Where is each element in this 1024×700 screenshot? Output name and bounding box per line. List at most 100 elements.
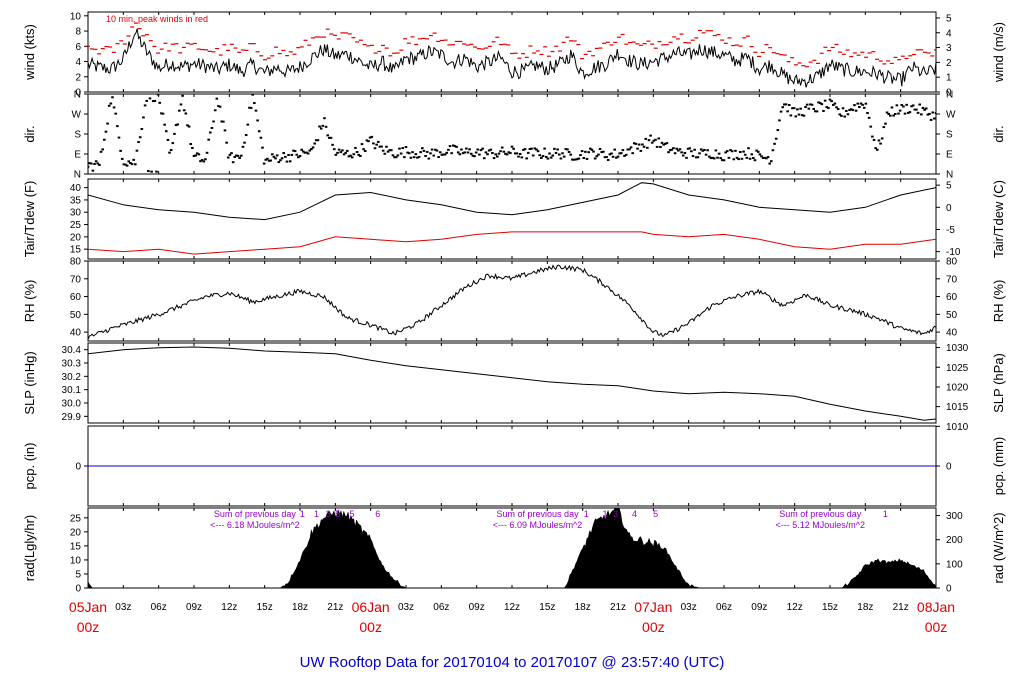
- direction-mark: [406, 151, 409, 154]
- direction-mark: [479, 149, 483, 152]
- direction-mark: [605, 156, 608, 159]
- direction-mark: [205, 151, 209, 154]
- direction-mark: [396, 154, 400, 157]
- direction-mark: [223, 129, 227, 132]
- direction-mark: [701, 149, 705, 152]
- direction-mark: [168, 151, 171, 154]
- left-tick-label: 25: [70, 220, 82, 231]
- direction-mark: [298, 154, 302, 157]
- direction-mark: [114, 112, 118, 115]
- right-tick-label: 80: [946, 257, 958, 268]
- direction-mark: [277, 161, 281, 164]
- direction-mark: [494, 153, 497, 156]
- direction-mark: [804, 105, 807, 108]
- x-hour-label: 06z: [151, 602, 167, 613]
- direction-mark: [192, 154, 196, 157]
- direction-mark: [704, 153, 708, 156]
- left-tick-label: N: [74, 90, 81, 101]
- direction-mark: [463, 151, 467, 154]
- direction-mark: [391, 154, 395, 157]
- direction-mark: [486, 153, 489, 156]
- direction-mark: [228, 153, 232, 156]
- direction-mark: [831, 103, 835, 106]
- direction-mark: [760, 155, 763, 158]
- direction-mark: [226, 156, 230, 159]
- direction-mark: [616, 155, 620, 158]
- direction-mark: [722, 159, 726, 162]
- direction-mark: [342, 153, 346, 156]
- direction-mark: [301, 150, 305, 153]
- direction-mark: [429, 152, 432, 155]
- direction-mark: [920, 113, 923, 116]
- direction-mark: [730, 150, 734, 153]
- direction-mark: [882, 126, 886, 129]
- right-tick-label: 1030: [946, 343, 969, 354]
- direction-mark: [582, 157, 586, 160]
- panel-plot: [88, 264, 936, 340]
- panel-slp: 29.9 30.0 30.1 30.2 30.3 30.4 1010 1015 1020 1025…: [22, 342, 1006, 433]
- left-tick-label: 80: [70, 257, 82, 268]
- direction-mark: [691, 155, 695, 158]
- direction-mark: [528, 148, 532, 151]
- direction-mark: [807, 107, 811, 110]
- direction-mark: [244, 134, 248, 137]
- direction-mark: [799, 107, 802, 110]
- direction-mark: [572, 158, 576, 161]
- direction-mark: [257, 130, 261, 133]
- direction-mark: [647, 139, 651, 142]
- direction-mark: [401, 147, 405, 150]
- direction-mark: [875, 148, 879, 151]
- direction-mark: [288, 160, 292, 163]
- right-tick-label: 5: [946, 13, 952, 24]
- direction-mark: [750, 153, 754, 156]
- direction-mark: [592, 150, 595, 153]
- direction-mark: [122, 163, 126, 166]
- right-tick-label: 1020: [946, 383, 969, 394]
- series-direction: [88, 94, 936, 173]
- direction-mark: [853, 104, 856, 107]
- left-tick-label: 2: [75, 72, 81, 83]
- direction-mark: [778, 119, 781, 122]
- direction-mark: [316, 139, 320, 142]
- direction-mark: [879, 142, 882, 145]
- direction-mark: [179, 103, 183, 106]
- direction-mark: [171, 142, 175, 145]
- direction-mark: [295, 153, 299, 156]
- left-tick-label: 25: [70, 513, 82, 524]
- direction-mark: [610, 152, 613, 155]
- direction-mark: [339, 151, 343, 154]
- direction-mark: [381, 149, 385, 152]
- direction-mark: [370, 135, 374, 138]
- direction-mark: [897, 112, 900, 115]
- direction-mark: [864, 102, 868, 105]
- direction-mark: [880, 137, 884, 140]
- right-tick-label: 70: [946, 274, 958, 285]
- direction-mark: [618, 152, 621, 155]
- direction-mark: [822, 109, 825, 112]
- direction-mark: [918, 103, 921, 106]
- direction-mark: [215, 97, 219, 100]
- direction-mark: [460, 148, 463, 151]
- direction-mark: [584, 150, 587, 153]
- x-hour-label: 21z: [327, 602, 343, 613]
- direction-mark: [416, 156, 419, 159]
- direction-mark: [266, 157, 269, 160]
- direction-mark: [650, 141, 654, 144]
- direction-mark: [362, 148, 365, 151]
- direction-mark: [306, 152, 310, 155]
- direction-mark: [924, 107, 928, 110]
- direction-mark: [220, 120, 224, 123]
- direction-mark: [540, 156, 543, 159]
- direction-mark: [248, 106, 251, 109]
- direction-mark: [204, 158, 207, 161]
- direction-mark: [670, 148, 674, 151]
- x-hour-label: 21z: [893, 602, 909, 613]
- hour-mark: 3: [326, 509, 331, 519]
- x-hour-label: 09z: [469, 602, 485, 613]
- direction-mark: [492, 157, 496, 160]
- direction-mark: [926, 113, 930, 116]
- direction-mark: [518, 152, 522, 155]
- left-axis-label: Tair/Tdew (F): [22, 181, 37, 258]
- direction-mark: [200, 159, 204, 162]
- direction-mark: [138, 136, 142, 139]
